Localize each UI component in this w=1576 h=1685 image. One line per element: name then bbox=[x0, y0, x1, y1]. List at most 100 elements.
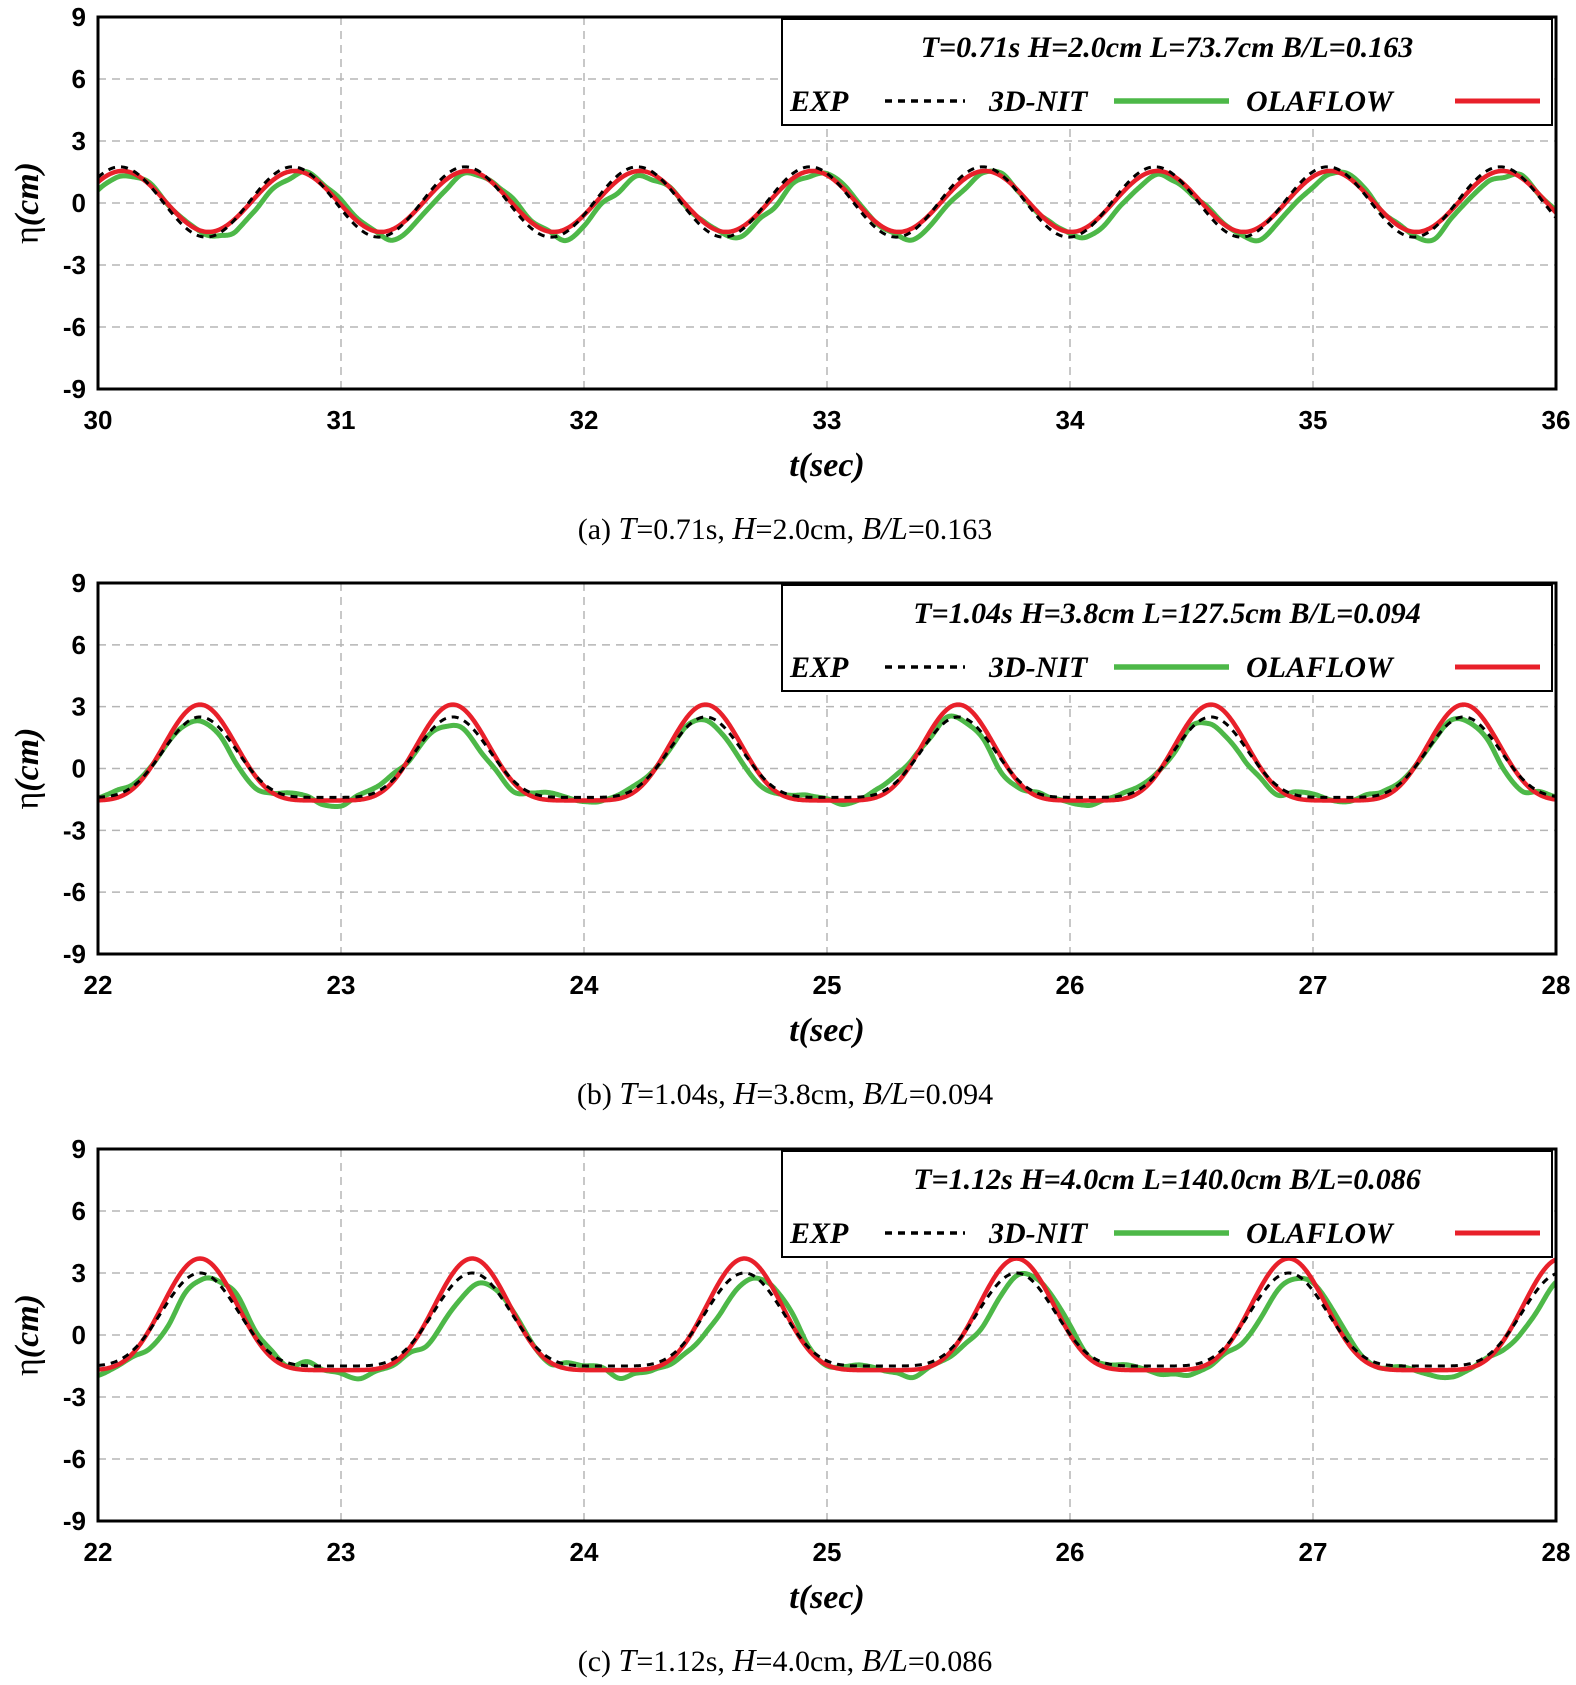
series-group bbox=[98, 165, 1556, 244]
caption-H: H bbox=[731, 510, 757, 546]
caption-T-value: =1.12s, bbox=[636, 1645, 732, 1678]
caption-BL: B/L bbox=[862, 510, 908, 546]
caption-H-value: =2.0cm, bbox=[756, 513, 862, 546]
x-tick-label: 24 bbox=[570, 1537, 599, 1567]
x-tick-label: 26 bbox=[1056, 970, 1085, 1000]
caption-BL-value: =0.094 bbox=[909, 1078, 993, 1111]
caption-T-value: =1.04s, bbox=[637, 1078, 733, 1111]
y-axis-label-symbol: η bbox=[9, 1358, 46, 1376]
y-tick-label: 3 bbox=[72, 692, 86, 722]
y-axis-label-unit: (cm) bbox=[9, 728, 46, 792]
y-axis-label: η(cm) bbox=[9, 162, 46, 244]
chart-panel-3: 22 23 24 25 26 27 28 9 6 3 0 -3 -6 -9 T=1.12s H=4.0cm … bbox=[9, 1134, 1570, 1678]
y-axis-label-unit: (cm) bbox=[9, 162, 46, 226]
legend-label-exp: EXP bbox=[789, 1217, 849, 1250]
y-tick-label: 0 bbox=[72, 754, 86, 784]
caption-BL: B/L bbox=[862, 1642, 908, 1678]
legend-label-ola: OLAFLOW bbox=[1246, 1217, 1395, 1250]
legend-label-nit: 3D-NIT bbox=[988, 1217, 1089, 1250]
x-tick-label: 22 bbox=[84, 970, 113, 1000]
y-tick-label: -6 bbox=[63, 312, 86, 342]
x-tick-label: 36 bbox=[1542, 405, 1571, 435]
x-tick-label: 32 bbox=[570, 405, 599, 435]
legend-label-exp: EXP bbox=[789, 651, 849, 684]
y-tick-label: -3 bbox=[63, 815, 86, 845]
legend-label-ola: OLAFLOW bbox=[1246, 651, 1395, 684]
y-tick-label: -6 bbox=[63, 877, 86, 907]
x-tick-label: 27 bbox=[1299, 970, 1328, 1000]
x-tick-label: 35 bbox=[1299, 405, 1328, 435]
y-tick-label: 6 bbox=[72, 1196, 86, 1226]
y-tick-label: 6 bbox=[72, 64, 86, 94]
series-line-exp bbox=[98, 1271, 1556, 1368]
y-tick-label: -3 bbox=[63, 250, 86, 280]
caption-T: T bbox=[619, 510, 639, 546]
y-tick-label: 9 bbox=[72, 568, 86, 598]
x-tick-label: 23 bbox=[327, 970, 356, 1000]
caption-H-value: =3.8cm, bbox=[756, 1078, 862, 1111]
x-tick-label: 26 bbox=[1056, 1537, 1085, 1567]
y-tick-label: 3 bbox=[72, 1258, 86, 1288]
y-tick-label: 0 bbox=[72, 1320, 86, 1350]
y-axis-label: η(cm) bbox=[9, 1294, 46, 1376]
legend-label-nit: 3D-NIT bbox=[988, 651, 1089, 684]
y-tick-label: -9 bbox=[63, 939, 86, 969]
x-tick-label: 31 bbox=[327, 405, 356, 435]
x-axis-label: t(sec) bbox=[789, 1012, 865, 1049]
x-tick-label: 24 bbox=[570, 970, 599, 1000]
legend-title: T=0.71s H=2.0cm L=73.7cm B/L=0.163 bbox=[921, 31, 1414, 64]
caption: (b) T=1.04s, H=3.8cm, B/L=0.094 bbox=[577, 1075, 993, 1111]
x-axis-label: t(sec) bbox=[789, 1579, 865, 1616]
y-tick-label: 3 bbox=[72, 126, 86, 156]
y-tick-label: 9 bbox=[72, 2, 86, 32]
y-axis-label-symbol: η bbox=[9, 792, 46, 810]
caption-H: H bbox=[732, 1075, 758, 1111]
legend: T=1.04s H=3.8cm L=127.5cm B/L=0.094 EXP 3D… bbox=[781, 584, 1553, 692]
legend-box bbox=[781, 584, 1553, 692]
x-tick-label: 25 bbox=[813, 1537, 842, 1567]
y-tick-label: 9 bbox=[72, 1134, 86, 1164]
caption-T: T bbox=[619, 1075, 639, 1111]
caption-BL-value: =0.163 bbox=[908, 513, 992, 546]
plot-frame bbox=[96, 581, 1558, 956]
y-tick-label: -3 bbox=[63, 1382, 86, 1412]
legend-label-exp: EXP bbox=[789, 85, 849, 118]
y-tick-label: -9 bbox=[63, 1506, 86, 1536]
x-tick-label: 33 bbox=[813, 405, 842, 435]
series-line-ola bbox=[98, 1256, 1556, 1373]
x-tick-label: 22 bbox=[84, 1537, 113, 1567]
series-group bbox=[98, 1256, 1556, 1382]
legend-title: T=1.12s H=4.0cm L=140.0cm B/L=0.086 bbox=[913, 1163, 1421, 1196]
x-tick-label: 34 bbox=[1056, 405, 1085, 435]
x-tick-label: 30 bbox=[84, 405, 113, 435]
legend-box bbox=[781, 18, 1553, 126]
y-axis-label-unit: (cm) bbox=[9, 1294, 46, 1358]
x-tick-label: 27 bbox=[1299, 1537, 1328, 1567]
caption-BL-value: =0.086 bbox=[908, 1645, 992, 1678]
legend-box bbox=[781, 1150, 1553, 1258]
legend-title: T=1.04s H=3.8cm L=127.5cm B/L=0.094 bbox=[913, 597, 1421, 630]
caption: (c) T=1.12s, H=4.0cm, B/L=0.086 bbox=[578, 1642, 993, 1678]
plot-frame bbox=[96, 1147, 1558, 1523]
y-tick-label: 6 bbox=[72, 630, 86, 660]
y-tick-label: -6 bbox=[63, 1444, 86, 1474]
caption: (a) T=0.71s, H=2.0cm, B/L=0.163 bbox=[578, 510, 993, 546]
caption-H: H bbox=[731, 1642, 757, 1678]
caption-T-value: =0.71s, bbox=[636, 513, 732, 546]
y-axis-label-symbol: η bbox=[9, 226, 46, 244]
x-tick-label: 23 bbox=[327, 1537, 356, 1567]
x-tick-label: 28 bbox=[1542, 1537, 1571, 1567]
caption-BL: B/L bbox=[862, 1075, 908, 1111]
legend-label-nit: 3D-NIT bbox=[988, 85, 1089, 118]
x-tick-label: 28 bbox=[1542, 970, 1571, 1000]
caption-H-value: =4.0cm, bbox=[756, 1645, 862, 1678]
legend: T=1.12s H=4.0cm L=140.0cm B/L=0.086 EXP 3D… bbox=[781, 1150, 1553, 1258]
series-line-exp bbox=[98, 715, 1556, 799]
series-group bbox=[98, 702, 1556, 809]
caption-T: T bbox=[619, 1642, 639, 1678]
y-axis-label: η(cm) bbox=[9, 728, 46, 810]
caption-tag: (c) bbox=[578, 1645, 619, 1678]
y-tick-label: 0 bbox=[72, 188, 86, 218]
legend: T=0.71s H=2.0cm L=73.7cm B/L=0.163 EXP 3D-… bbox=[781, 18, 1553, 126]
